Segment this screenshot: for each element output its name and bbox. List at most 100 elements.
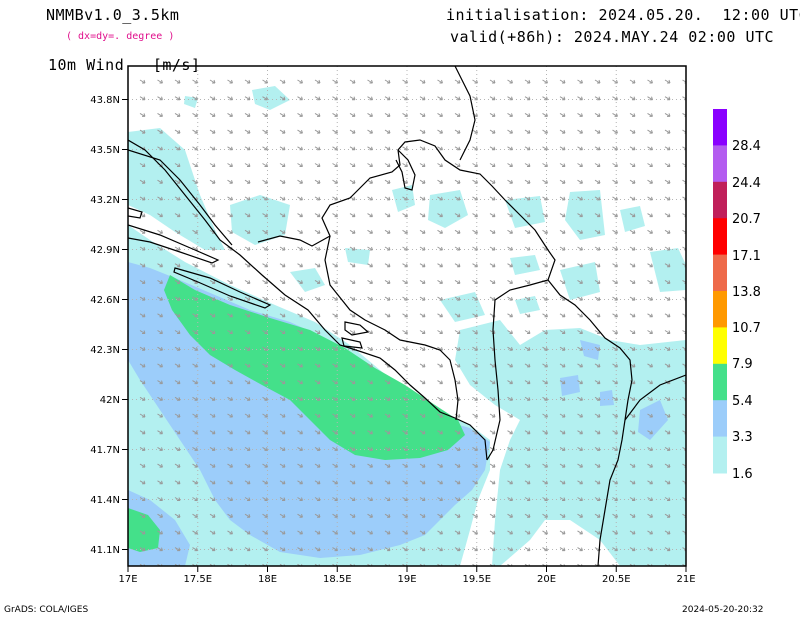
wind-arrow	[384, 480, 391, 485]
wind-arrow	[612, 129, 618, 134]
wind-arrow	[489, 363, 496, 368]
wind-arrow	[174, 112, 181, 117]
wind-arrow	[437, 213, 443, 218]
wind-arrow	[647, 396, 653, 401]
wind-arrow	[262, 480, 268, 485]
wind-arrow	[227, 96, 233, 101]
legend-swatch	[713, 254, 727, 292]
wind-arrow	[209, 446, 216, 451]
legend-swatch	[713, 109, 727, 146]
wind-arrow	[314, 396, 321, 401]
wind-arrow	[629, 246, 636, 251]
wind-arrow	[664, 229, 671, 234]
wind-arrow	[629, 346, 636, 351]
wind-arrow	[157, 513, 163, 518]
wind-arrow	[524, 112, 531, 117]
wind-arrow	[612, 112, 618, 117]
wind-arrow	[437, 363, 443, 368]
wind-arrow	[244, 129, 251, 134]
wind-arrow	[454, 530, 461, 535]
wind-arrow	[647, 279, 653, 284]
wind-band-5-4	[128, 275, 465, 552]
wind-arrow	[279, 163, 286, 167]
wind-arrow	[437, 463, 443, 468]
wind-arrow	[507, 196, 513, 201]
wind-arrow	[489, 497, 496, 501]
wind-arrow	[682, 196, 686, 201]
wind-arrow	[559, 279, 566, 284]
wind-arrow	[664, 96, 671, 101]
wind-arrow	[227, 229, 233, 234]
wind-arrow	[402, 330, 408, 334]
wind-arrow	[174, 313, 181, 318]
wind-arrow	[384, 96, 391, 101]
wind-arrow	[559, 463, 566, 468]
lon-label: 20E	[537, 574, 556, 585]
lat-label: 42.9N	[90, 245, 120, 256]
wind-arrow	[629, 296, 636, 301]
wind-arrow	[192, 497, 198, 501]
wind-arrow	[262, 296, 268, 301]
wind-arrow	[367, 196, 373, 201]
wind-arrow	[367, 279, 373, 284]
wind-arrow	[244, 146, 251, 151]
wind-arrow	[279, 513, 286, 518]
wind-arrow	[314, 346, 321, 351]
wind-arrow	[454, 513, 461, 518]
wind-arrow	[524, 229, 531, 234]
wind-arrow	[332, 480, 338, 485]
wind-arrow	[139, 497, 146, 501]
wind-arrow	[174, 513, 181, 518]
wind-arrow	[472, 246, 478, 251]
wind-arrow	[209, 413, 216, 418]
footer-timestamp: 2024-05-20-20:32	[682, 605, 764, 615]
wind-arrow	[192, 263, 198, 268]
wind-arrow	[524, 79, 531, 84]
wind-arrow	[157, 480, 163, 485]
coastlines-borders	[128, 66, 686, 566]
wind-arrow	[402, 463, 408, 468]
wind-arrow	[507, 497, 513, 501]
wind-arrow	[682, 313, 686, 318]
wind-arrow	[629, 96, 636, 101]
wind-arrow	[454, 263, 461, 268]
wind-arrow	[244, 330, 251, 334]
wind-arrow	[262, 196, 268, 201]
wind-arrow	[244, 547, 251, 552]
wind-arrow	[664, 246, 671, 251]
wind-arrow	[384, 530, 391, 535]
wind-arrow	[332, 363, 338, 368]
wind-arrow	[314, 129, 321, 134]
wind-arrow	[157, 229, 163, 234]
wind-arrow	[367, 112, 373, 117]
wind-arrow	[594, 480, 601, 485]
wind-arrow	[419, 196, 426, 201]
wind-arrow	[647, 146, 653, 151]
wind-arrow	[612, 79, 618, 84]
wind-arrow	[682, 213, 686, 218]
wind-arrow	[594, 513, 601, 518]
wind-arrow	[489, 263, 496, 268]
wind-arrow	[577, 497, 583, 501]
wind-arrow	[384, 179, 391, 184]
wind-arrow	[647, 513, 653, 518]
wind-arrow	[297, 296, 303, 301]
wind-arrow	[349, 279, 356, 284]
wind-arrow	[384, 112, 391, 117]
wind-arrow	[489, 146, 496, 151]
wind-arrow	[384, 263, 391, 268]
wind-arrow	[437, 246, 443, 251]
lon-label: 18E	[258, 574, 277, 585]
wind-arrow	[542, 79, 548, 84]
wind-arrow	[244, 380, 251, 385]
wind-arrow	[367, 163, 373, 167]
wind-arrow	[314, 246, 321, 251]
wind-arrow	[612, 413, 618, 418]
wind-arrow	[192, 179, 198, 184]
wind-arrow	[314, 446, 321, 451]
wind-arrow	[507, 179, 513, 184]
wind-arrow	[454, 446, 461, 451]
wind-arrow	[454, 246, 461, 251]
wind-arrow	[647, 463, 653, 468]
wind-arrow	[139, 513, 146, 518]
